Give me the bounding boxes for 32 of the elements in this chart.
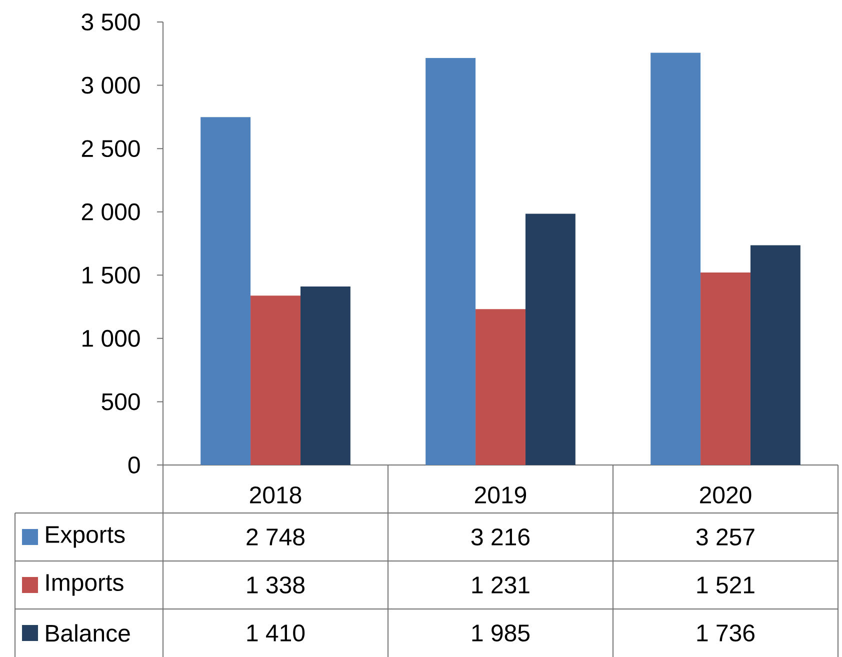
x-tick-label: 2018	[250, 486, 302, 504]
legend-label: Balance	[46, 624, 130, 642]
bar	[750, 245, 800, 465]
y-tick-label: 1 500	[82, 266, 140, 284]
y-tick-label: 2 500	[82, 140, 140, 157]
data-label: 1 521	[697, 576, 754, 594]
legend-label: Imports	[46, 574, 124, 596]
bar	[650, 52, 701, 465]
data-label: 1 410	[247, 624, 305, 642]
data-label: 1 736	[697, 624, 754, 642]
y-tick-label: 3 500	[82, 13, 140, 30]
bar	[200, 116, 251, 465]
data-label: 3 257	[696, 528, 754, 546]
bar	[525, 214, 576, 465]
y-tick-label: 2 000	[82, 203, 140, 220]
data-label: 1 338	[247, 576, 304, 594]
bar	[250, 295, 300, 465]
data-label: 1 985	[472, 624, 530, 642]
data-label: 2 748	[246, 528, 304, 546]
bar	[700, 272, 750, 465]
legend-label: Exports	[46, 526, 125, 548]
y-tick-label: 500	[102, 392, 140, 410]
bar	[300, 286, 350, 465]
x-tick-label: 2019	[475, 486, 526, 504]
y-tick-label: 1 000	[82, 330, 140, 347]
y-tick-label: 3 000	[82, 76, 140, 94]
data-label: 1 231	[472, 576, 530, 594]
y-tick-label: 0	[128, 456, 140, 474]
bar	[476, 308, 526, 465]
data-label: 3 216	[471, 528, 530, 546]
bar	[426, 58, 476, 465]
x-tick-label: 2020	[700, 486, 752, 504]
